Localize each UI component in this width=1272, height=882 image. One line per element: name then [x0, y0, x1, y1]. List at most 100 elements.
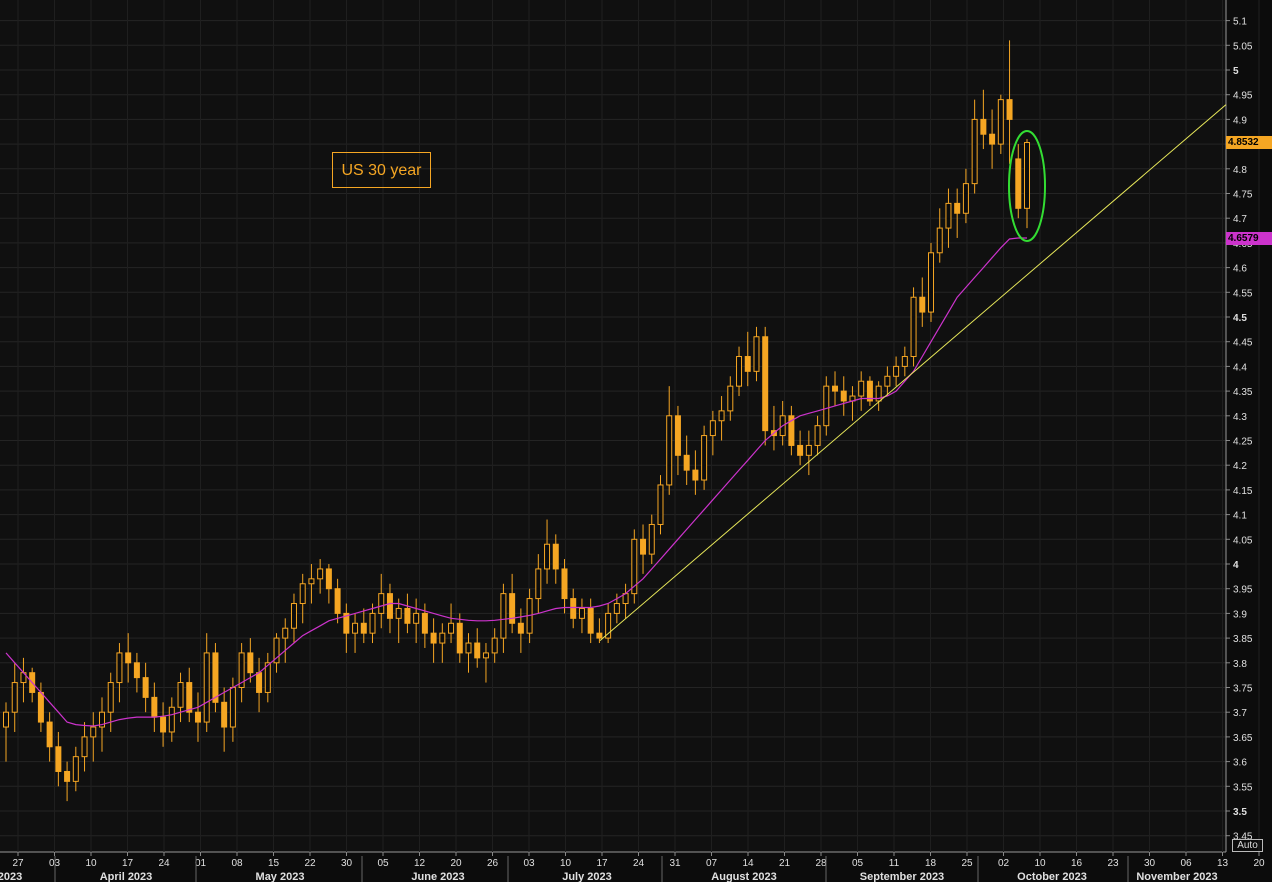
- y-tick-label: 4.95: [1233, 91, 1253, 102]
- moving-average-tag: 4.6579: [1226, 232, 1272, 245]
- candle-body: [160, 716, 167, 733]
- candle-body: [430, 632, 437, 644]
- candle-body: [1015, 158, 1022, 209]
- candle-body: [613, 603, 620, 614]
- candle-body: [151, 696, 158, 718]
- x-month-label: April 2023: [100, 871, 153, 882]
- y-tick-label: 4: [1233, 560, 1239, 571]
- x-day-label: 25: [961, 858, 973, 869]
- candle-body: [928, 252, 935, 313]
- candle-body: [421, 612, 428, 634]
- candle-body: [605, 612, 612, 639]
- y-tick-label: 4.75: [1233, 190, 1253, 201]
- candle-body: [570, 598, 577, 619]
- candle-body: [544, 543, 551, 570]
- y-tick-label: 3.8: [1233, 659, 1247, 670]
- candle-body: [666, 415, 673, 486]
- x-day-label: 30: [341, 858, 353, 869]
- candle-body: [46, 721, 53, 748]
- x-day-label: 10: [560, 858, 572, 869]
- candle-body: [64, 770, 71, 782]
- candle-body: [352, 622, 359, 634]
- candle-body: [596, 632, 603, 639]
- x-day-label: 26: [487, 858, 499, 869]
- candle-body: [587, 607, 594, 634]
- x-day-label: 15: [268, 858, 280, 869]
- y-tick-label: 4.05: [1233, 535, 1253, 546]
- y-tick-label: 4.5: [1233, 313, 1247, 324]
- candle-body: [317, 568, 324, 580]
- x-day-label: 17: [122, 858, 134, 869]
- candle-body: [753, 336, 760, 372]
- candle-body: [343, 612, 350, 634]
- candle-body: [805, 444, 812, 456]
- candle-body: [273, 637, 280, 664]
- candle-body: [55, 746, 62, 772]
- candle-body: [552, 543, 559, 570]
- candle-body: [125, 652, 132, 664]
- y-tick-label: 4.9: [1233, 115, 1247, 126]
- candle-body: [325, 568, 332, 590]
- candle-body: [98, 711, 105, 728]
- x-day-label: 05: [377, 858, 389, 869]
- x-day-label: 20: [450, 858, 462, 869]
- candle-body: [186, 682, 193, 713]
- candle-body: [500, 593, 507, 639]
- x-month-label: May 2023: [256, 871, 305, 882]
- y-tick-label: 3.75: [1233, 684, 1253, 695]
- candle-body: [386, 593, 393, 619]
- candle-body: [448, 622, 455, 634]
- y-tick-label: 3.9: [1233, 609, 1247, 620]
- y-tick-label: 4.8: [1233, 165, 1247, 176]
- candle-body: [1024, 142, 1030, 209]
- x-day-label: 30: [1144, 858, 1156, 869]
- candle-body: [814, 425, 821, 446]
- y-tick-label: 4.3: [1233, 412, 1247, 423]
- auto-scale-button[interactable]: Auto: [1232, 839, 1263, 852]
- x-month-label: November 2023: [1136, 871, 1217, 882]
- y-tick-label: 3.55: [1233, 782, 1253, 793]
- y-tick-label: 3.6: [1233, 758, 1247, 769]
- candle-body: [203, 652, 210, 723]
- candle-body: [997, 99, 1004, 145]
- y-tick-label: 4.7: [1233, 214, 1247, 225]
- candle-body: [378, 593, 385, 614]
- y-tick-label: 5: [1233, 66, 1239, 77]
- y-tick-label: 4.55: [1233, 288, 1253, 299]
- candle-body: [168, 706, 175, 733]
- x-day-label: 01: [195, 858, 207, 869]
- candle-body: [797, 444, 804, 456]
- y-tick-label: 4.45: [1233, 338, 1253, 349]
- y-tick-label: 5.05: [1233, 41, 1253, 52]
- chart-title-box: US 30 year: [332, 152, 431, 188]
- x-day-label: 10: [1034, 858, 1046, 869]
- x-day-label: 20: [1253, 858, 1265, 869]
- candle-body: [474, 642, 481, 659]
- candle-body: [465, 642, 472, 654]
- candle-body: [640, 538, 647, 555]
- x-day-label: 18: [925, 858, 937, 869]
- candle-body: [413, 612, 420, 624]
- x-day-label: 16: [1071, 858, 1083, 869]
- candle-body: [910, 296, 917, 358]
- candle-body: [840, 390, 847, 402]
- candle-body: [290, 603, 297, 629]
- candle-body: [256, 672, 263, 693]
- x-day-label: 17: [596, 858, 608, 869]
- y-tick-label: 3.65: [1233, 733, 1253, 744]
- candle-body: [657, 484, 664, 525]
- candle-body: [308, 578, 315, 585]
- candle-body: [744, 356, 751, 372]
- x-day-label: 03: [523, 858, 535, 869]
- candle-body: [648, 523, 655, 555]
- candle-body: [893, 365, 900, 377]
- candle-body: [736, 356, 743, 387]
- candle-body: [247, 652, 254, 674]
- candle-body: [823, 385, 830, 427]
- candle-body: [901, 356, 908, 367]
- x-day-label: 24: [633, 858, 645, 869]
- x-day-label: 05: [852, 858, 864, 869]
- candle-body: [674, 415, 681, 456]
- y-tick-label: 4.6: [1233, 264, 1247, 275]
- x-day-label: 27: [12, 858, 24, 869]
